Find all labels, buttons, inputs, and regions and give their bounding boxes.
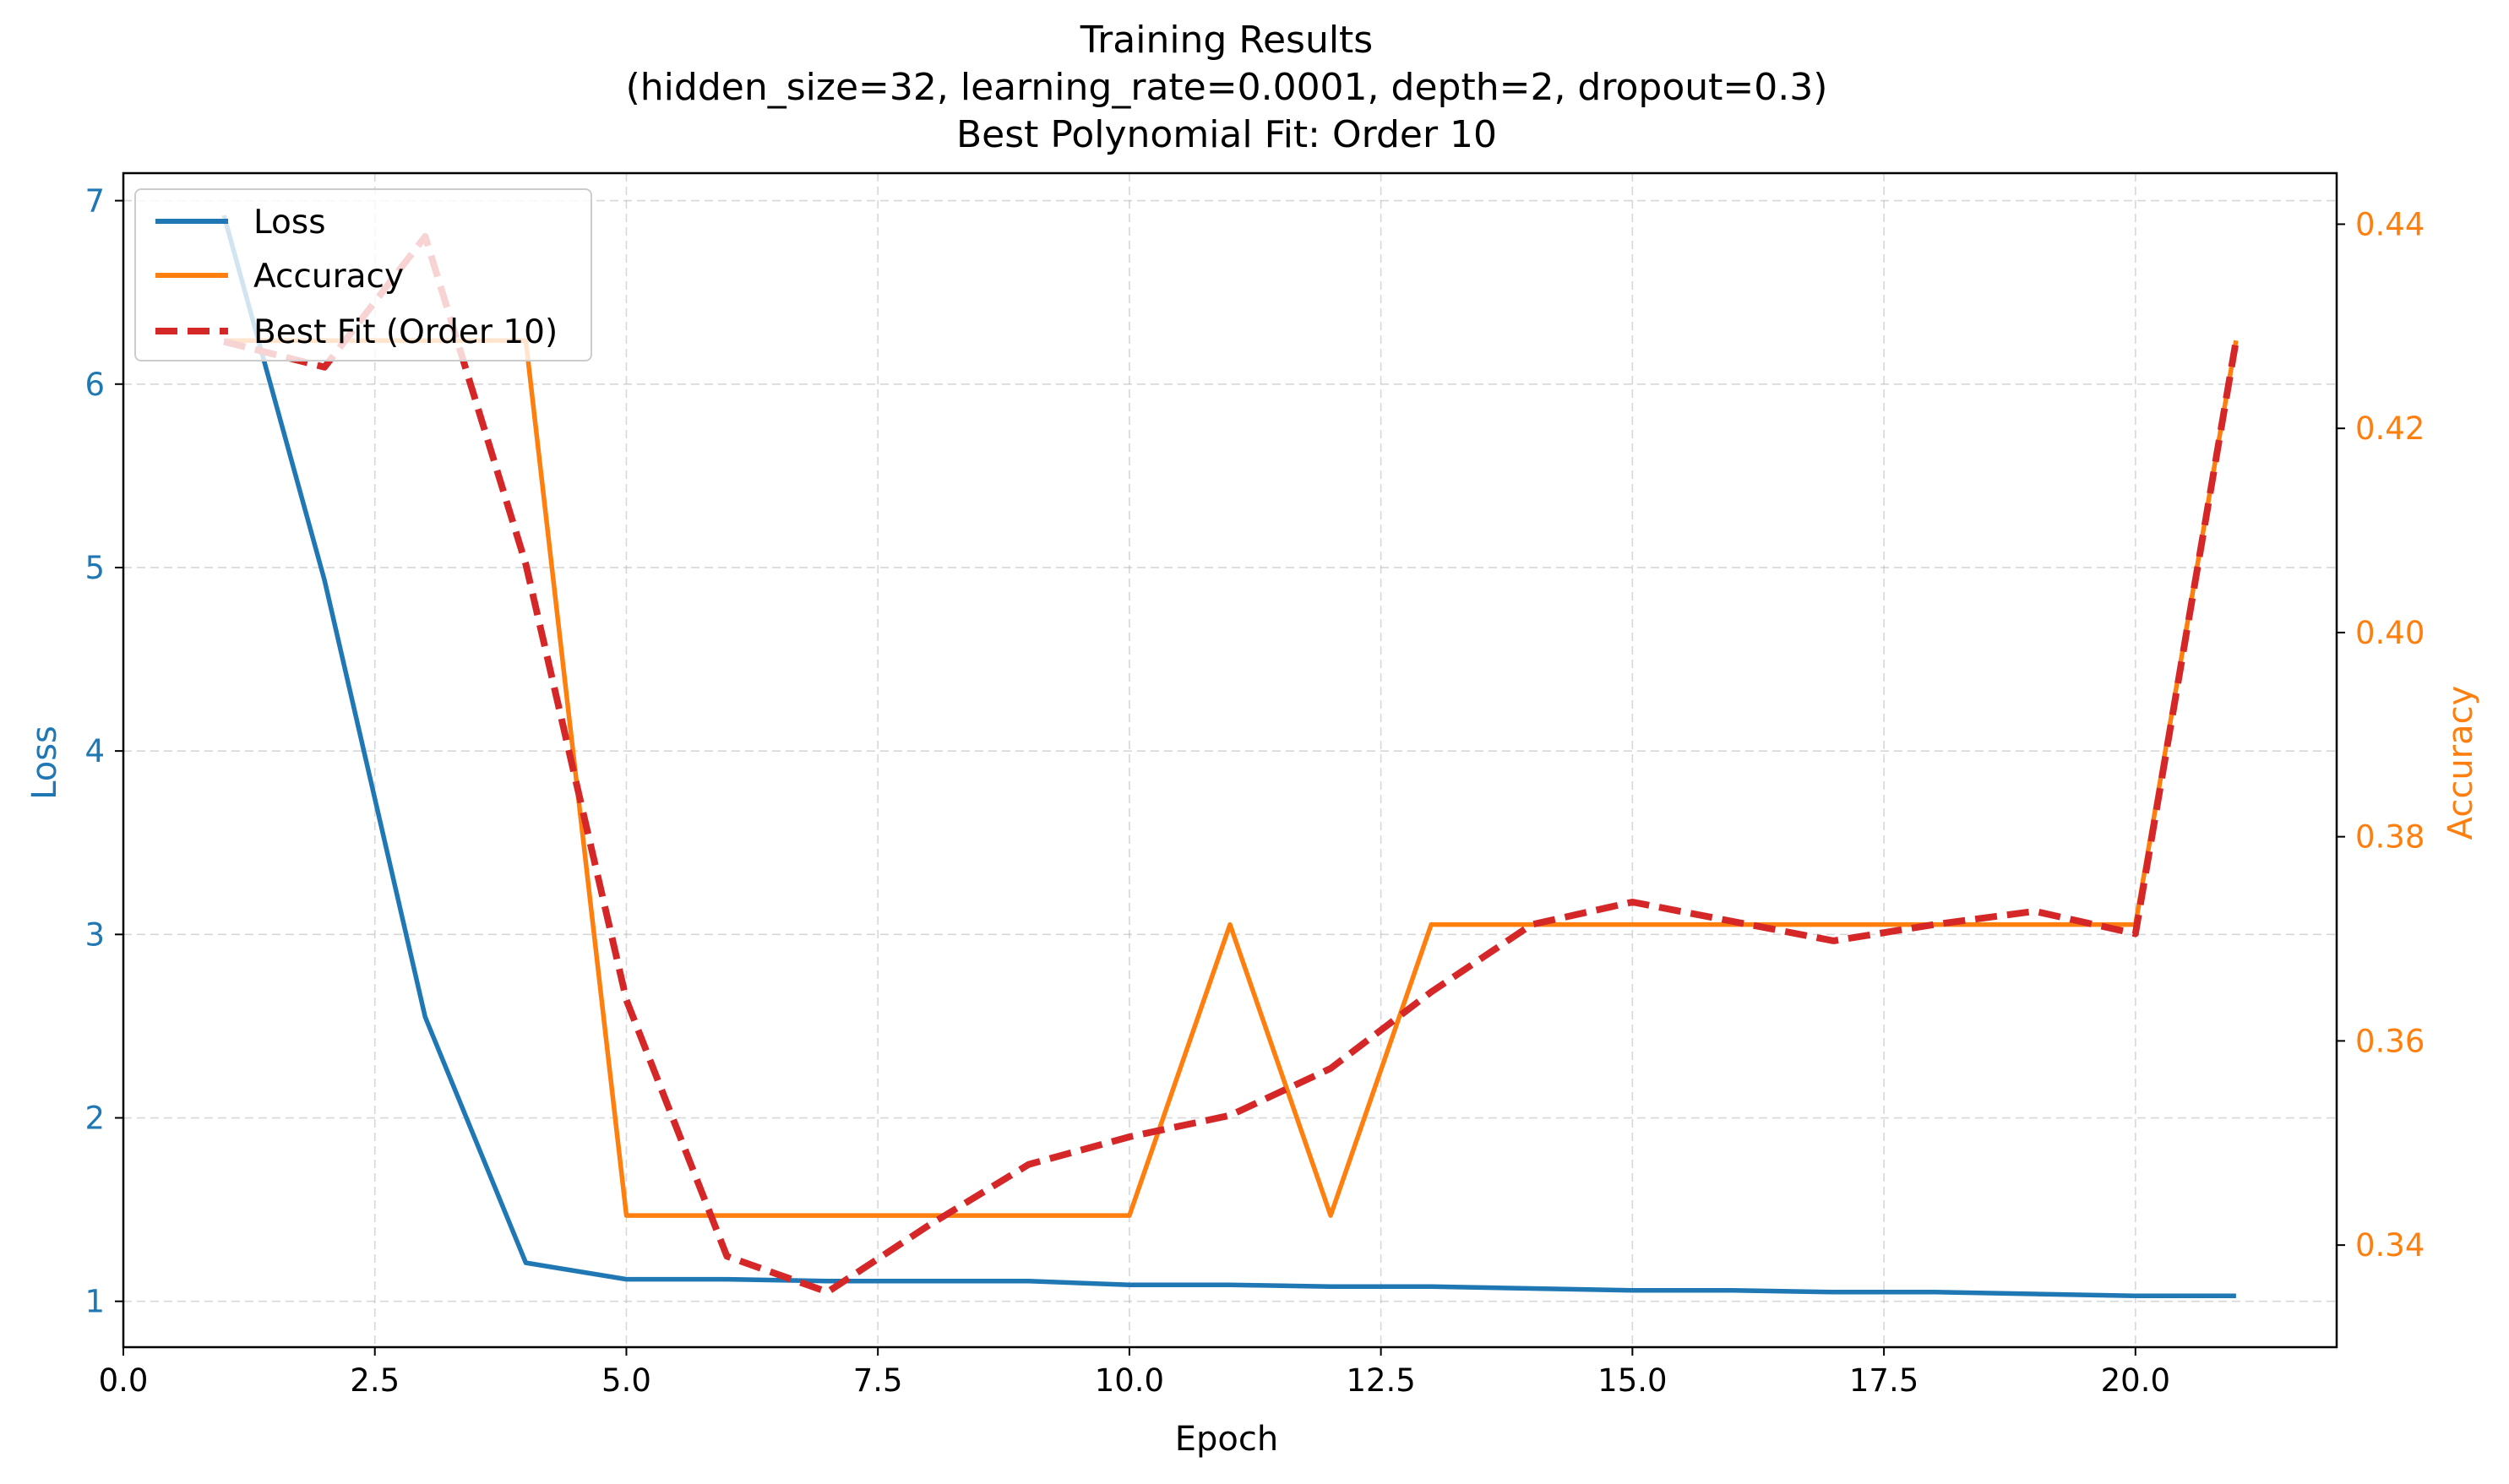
x-tick-label: 0.0 bbox=[99, 1362, 149, 1399]
y-left-tick-label: 2 bbox=[84, 1101, 105, 1137]
y-right-tick-label: 0.42 bbox=[2355, 410, 2425, 447]
chart-title-line-1: Training Results bbox=[1080, 19, 1373, 62]
x-axis-label: Epoch bbox=[1175, 1420, 1278, 1459]
legend-label-best-fit: Best Fit (Order 10) bbox=[253, 313, 558, 351]
best-fit-line bbox=[223, 232, 2240, 1296]
legend-box bbox=[134, 188, 592, 361]
chart-title-line-3: Best Polynomial Fit: Order 10 bbox=[956, 113, 1497, 156]
y-right-tick-label: 0.38 bbox=[2355, 819, 2425, 856]
x-tick-label: 20.0 bbox=[2101, 1362, 2170, 1399]
y-right-tick-label: 0.44 bbox=[2355, 206, 2425, 242]
x-tick-label: 5.0 bbox=[601, 1362, 651, 1399]
x-tick-label: 2.5 bbox=[350, 1362, 400, 1399]
y-right-tick-label: 0.34 bbox=[2355, 1227, 2425, 1264]
chart-title-line-2: (hidden_size=32, learning_rate=0.0001, d… bbox=[626, 66, 1828, 109]
y-left-tick-label: 4 bbox=[84, 733, 105, 769]
x-tick-label: 17.5 bbox=[1849, 1362, 1918, 1399]
accuracy-line bbox=[224, 338, 2239, 1218]
y-left-tick-label: 1 bbox=[84, 1284, 105, 1320]
y-right-tick-label: 0.40 bbox=[2355, 615, 2425, 651]
legend: Loss Accuracy Best Fit (Order 10) bbox=[134, 188, 592, 361]
grid-lines bbox=[122, 173, 2337, 1347]
legend-label-loss: Loss bbox=[253, 204, 326, 242]
y-axis-left-label: Loss bbox=[25, 726, 64, 800]
y-left-tick-label: 3 bbox=[84, 916, 105, 953]
x-tick-label: 15.0 bbox=[1597, 1362, 1667, 1399]
loss-line bbox=[221, 215, 2236, 1298]
plot-frame bbox=[122, 171, 2338, 1349]
y-left-tick-label: 6 bbox=[84, 367, 105, 403]
x-tick-label: 12.5 bbox=[1346, 1362, 1415, 1399]
axis-ticks: 0.0 2.5 5.0 7.5 10.0 12.5 15.0 17.5 20.0 1 2 3 4 5 6 7 0… bbox=[84, 183, 2425, 1399]
y-axis-right-label: Accuracy bbox=[2441, 686, 2480, 840]
legend-label-accuracy: Accuracy bbox=[253, 258, 404, 296]
x-tick-label: 7.5 bbox=[853, 1362, 903, 1399]
y-left-tick-label: 5 bbox=[84, 550, 105, 586]
series-lines bbox=[221, 215, 2240, 1298]
y-left-tick-label: 7 bbox=[84, 183, 105, 220]
y-right-tick-label: 0.36 bbox=[2355, 1023, 2425, 1059]
x-tick-label: 10.0 bbox=[1095, 1362, 1164, 1399]
